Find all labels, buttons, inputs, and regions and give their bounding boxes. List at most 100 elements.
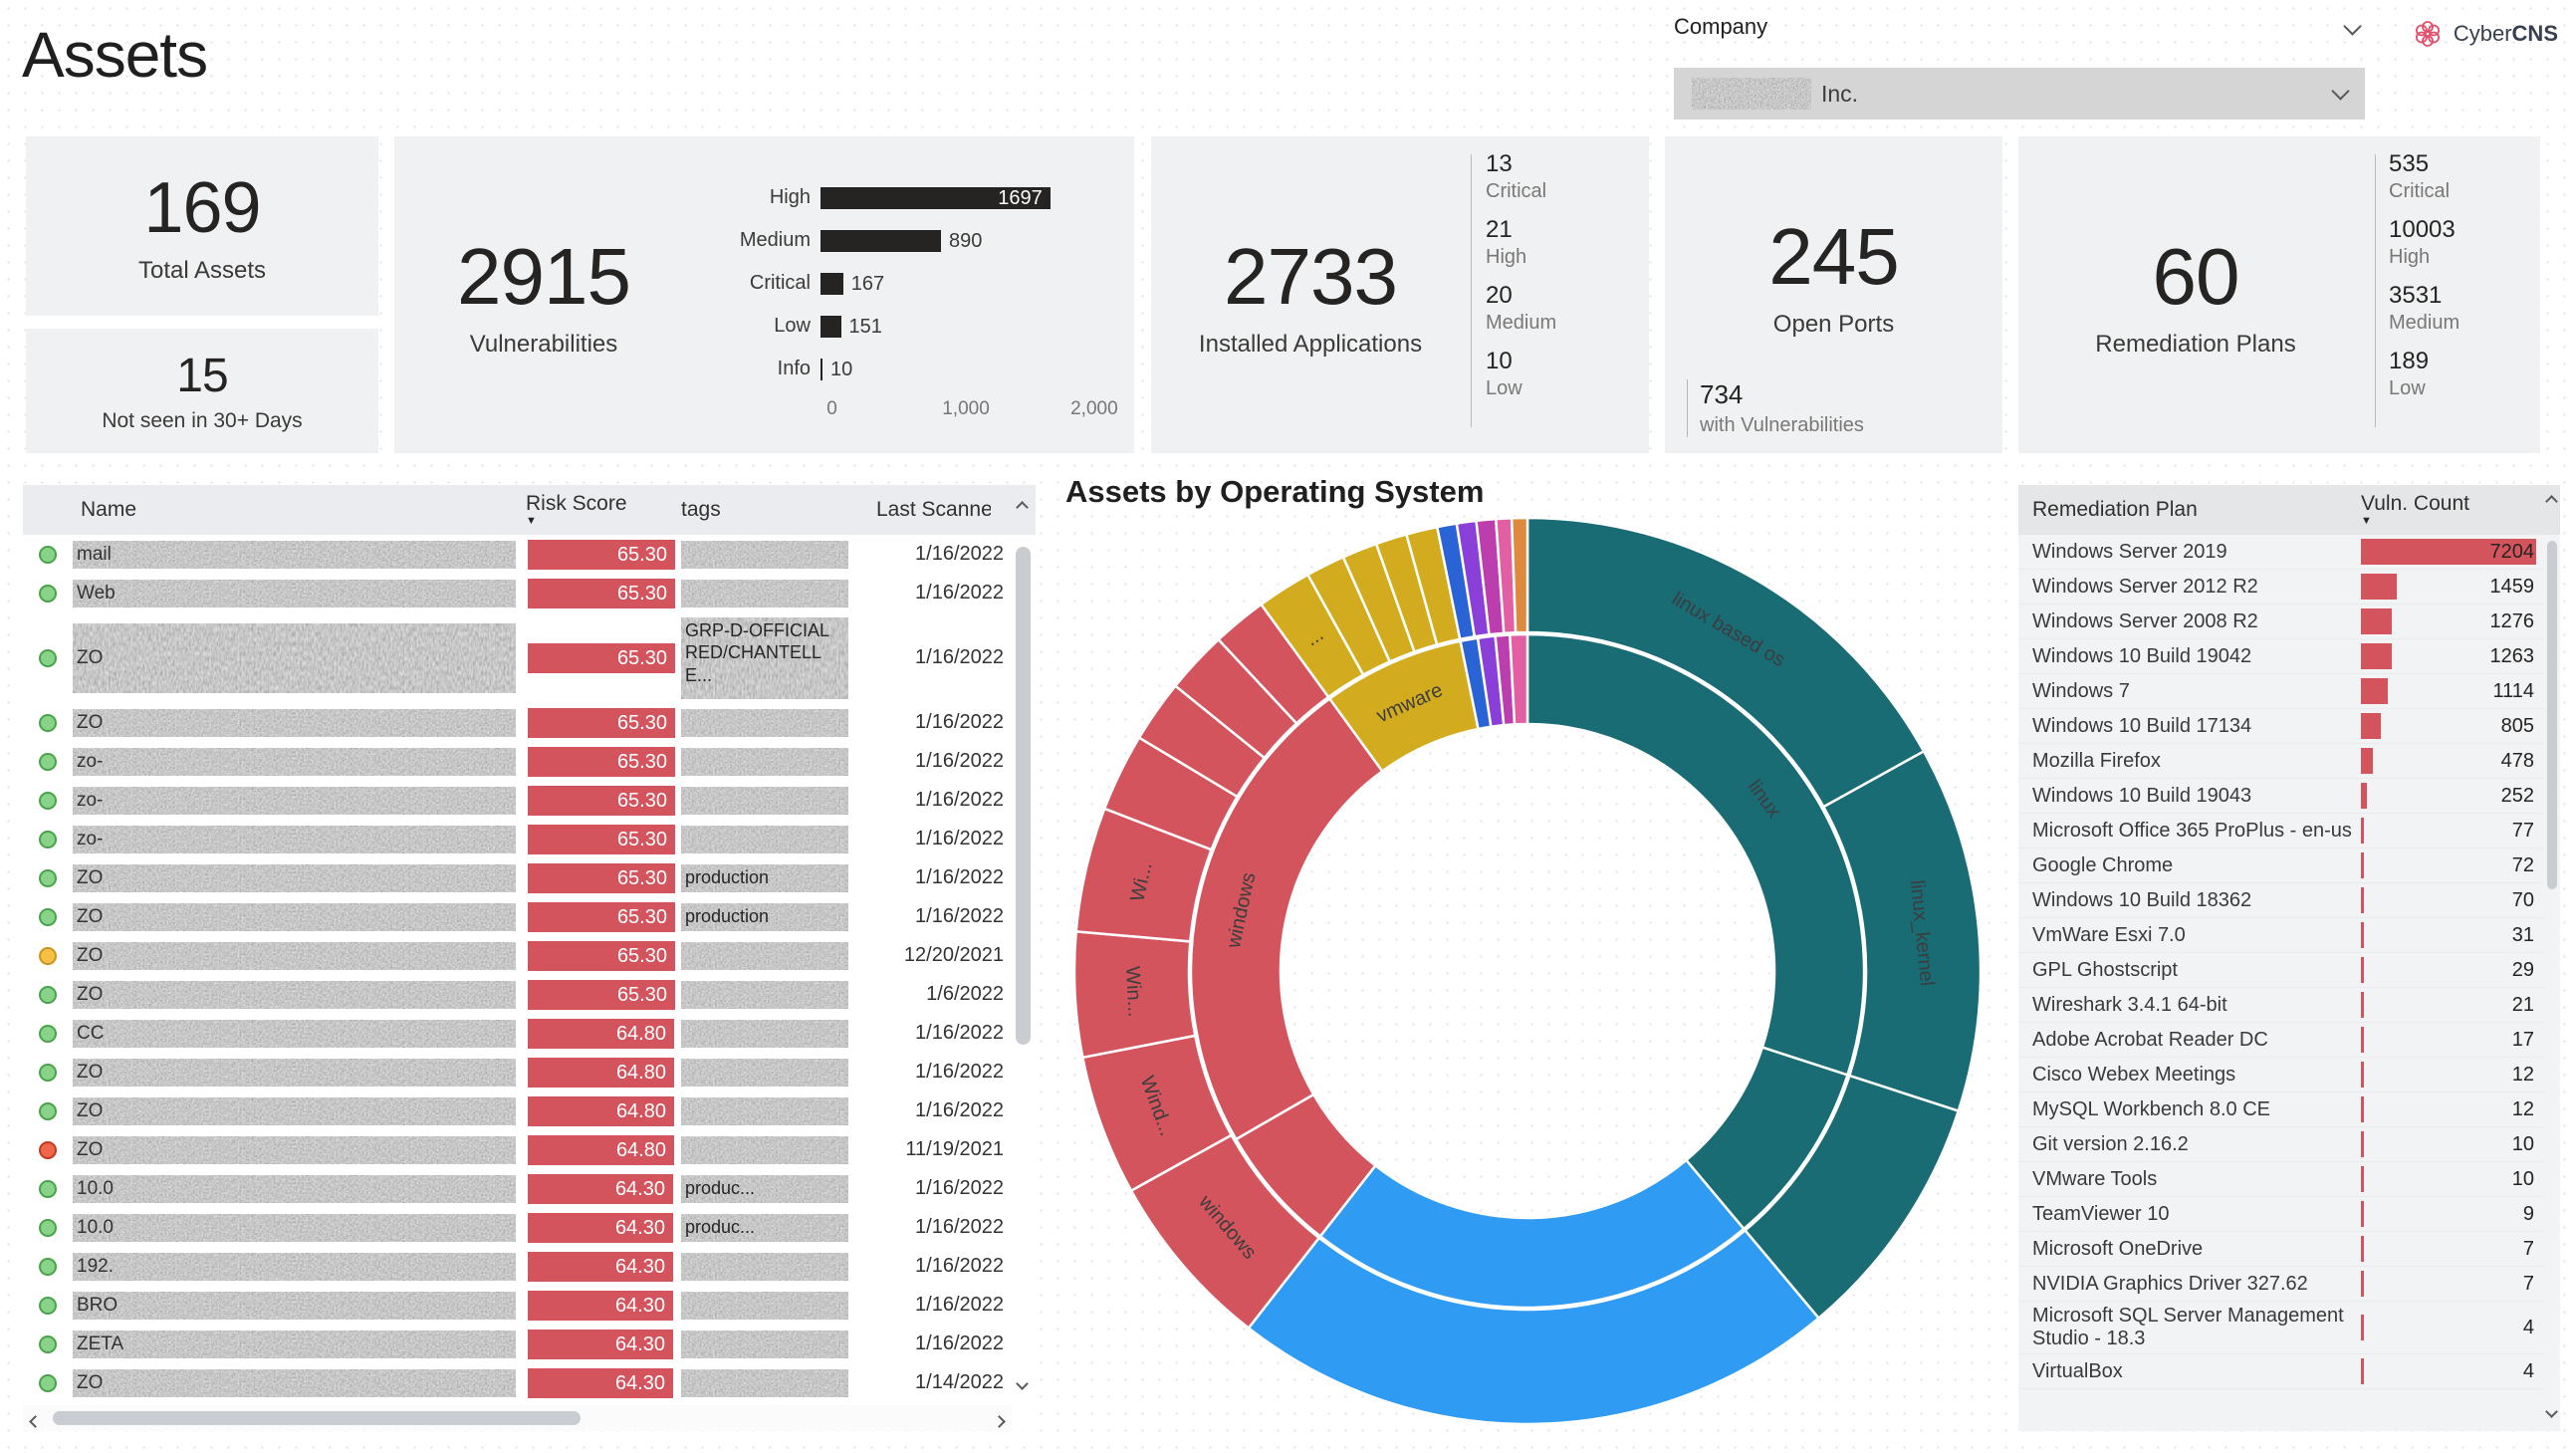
scroll-left-button[interactable] — [29, 1413, 42, 1431]
table-row[interactable]: Microsoft Office 365 ProPlus - en-us 77 — [2018, 814, 2544, 848]
vuln-count-bar — [2361, 748, 2373, 774]
risk-score-value: 65.30 — [616, 828, 667, 850]
table-row[interactable]: Windows Server 2019 7204 — [2018, 535, 2544, 570]
scroll-down-button[interactable] — [1016, 1375, 1029, 1393]
asset-tags — [681, 1019, 848, 1048]
filter-collapse-button[interactable] — [2343, 17, 2362, 38]
table-row[interactable]: zo- 65.30 1/16/2022 — [23, 742, 1012, 781]
table-row[interactable]: ZO 64.80 1/16/2022 — [23, 1053, 1012, 1091]
table-row[interactable]: Windows Server 2008 R2 1276 — [2018, 605, 2544, 639]
table-row[interactable]: ZO 65.30 1/16/2022 — [23, 703, 1012, 742]
table-row[interactable]: Mozilla Firefox 478 — [2018, 744, 2544, 779]
table-row[interactable]: ZO 65.30 GRP-D-OFFICIAL RED/CHANTELL E..… — [23, 612, 1012, 703]
table-row[interactable]: Google Chrome 72 — [2018, 848, 2544, 883]
table-row[interactable]: GPL Ghostscript 29 — [2018, 953, 2544, 988]
scroll-down-button[interactable] — [2545, 1403, 2558, 1421]
table-row[interactable]: ZETA 64.30 1/16/2022 — [23, 1325, 1012, 1363]
scrollbar-thumb[interactable] — [53, 1411, 581, 1425]
stat-value: 10003 — [2389, 216, 2456, 243]
asset-tags-text — [681, 1331, 848, 1358]
os-segment-unlabeled[interactable] — [1510, 516, 1529, 634]
table-row[interactable]: 10.0 64.30 produc... 1/16/2022 — [23, 1208, 1012, 1247]
kpi-not-seen: 15 Not seen in 30+ Days — [26, 329, 378, 453]
table-row[interactable]: ZO 65.30 1/6/2022 — [23, 975, 1012, 1014]
column-header-last-scanned[interactable]: Last Scanned — [876, 498, 991, 521]
table-row[interactable]: Web 65.30 1/16/2022 — [23, 574, 1012, 612]
table-row[interactable]: BRO 64.30 1/16/2022 — [23, 1286, 1012, 1325]
vuln-count-bar — [2361, 574, 2397, 600]
table-row[interactable]: ZO 64.30 1/14/2022 — [23, 1363, 1012, 1402]
vuln-bar[interactable] — [820, 186, 1051, 209]
scrollbar-thumb[interactable] — [1016, 547, 1031, 1045]
column-header-vuln-count[interactable]: Vuln. Count ▼ — [2361, 492, 2552, 528]
remediation-plan-name: Windows 7 — [2032, 679, 2130, 702]
scrollbar-thumb[interactable] — [2547, 541, 2557, 889]
company-dropdown[interactable]: Inc. — [1674, 68, 2365, 120]
asset-name: ZO — [73, 622, 516, 693]
vuln-count-cell: 1276 — [2361, 607, 2536, 635]
table-row[interactable]: Windows 10 Build 19043 252 — [2018, 779, 2544, 814]
table-row[interactable]: Git version 2.16.2 10 — [2018, 1127, 2544, 1162]
dropdown-chevron[interactable] — [2331, 82, 2350, 103]
table-row[interactable]: Adobe Acrobat Reader DC 17 — [2018, 1023, 2544, 1058]
table-row[interactable]: ZO 64.80 1/16/2022 — [23, 1091, 1012, 1130]
redacted-tags — [681, 980, 848, 1009]
table-row[interactable]: Cisco Webex Meetings 12 — [2018, 1058, 2544, 1092]
vuln-count-value: 72 — [2511, 854, 2534, 876]
vuln-bar-plot: 151 — [820, 315, 1091, 338]
vuln-bar[interactable] — [820, 272, 843, 295]
chart-title: Assets by Operating System — [1065, 474, 1485, 509]
table-row[interactable]: Wireshark 3.4.1 64-bit 21 — [2018, 988, 2544, 1023]
table-row[interactable]: ZO 65.30 12/20/2021 — [23, 936, 1012, 975]
scroll-up-button[interactable] — [1016, 499, 1029, 517]
table-row[interactable]: ZO 64.80 11/19/2021 — [23, 1130, 1012, 1169]
table-row[interactable]: CC 64.80 1/16/2022 — [23, 1014, 1012, 1053]
table-row[interactable]: VmWare Esxi 7.0 31 — [2018, 918, 2544, 953]
os-segment-windows[interactable] — [1189, 696, 1384, 1141]
scroll-right-button[interactable] — [993, 1413, 1006, 1431]
column-header-risk-score[interactable]: Risk Score ▼ — [526, 492, 677, 528]
column-header-remediation-plan[interactable]: Remediation Plan — [2032, 498, 2198, 521]
asset-tags — [681, 941, 848, 970]
table-row[interactable]: NVIDIA Graphics Driver 327.62 7 — [2018, 1267, 2544, 1302]
vuln-bar[interactable] — [820, 315, 841, 338]
remediation-plan-name: Microsoft Office 365 ProPlus - en-us — [2032, 819, 2352, 842]
table-row[interactable]: Windows 7 1114 — [2018, 674, 2544, 709]
table-row[interactable]: Microsoft OneDrive 7 — [2018, 1232, 2544, 1267]
table-row[interactable]: Microsoft SQL Server Management Studio -… — [2018, 1302, 2544, 1354]
vuln-count-value: 70 — [2511, 889, 2534, 911]
table-row[interactable]: zo- 65.30 1/16/2022 — [23, 820, 1012, 858]
vuln-count-value: 12 — [2511, 1064, 2534, 1086]
table-row[interactable]: Windows Server 2012 R2 1459 — [2018, 570, 2544, 605]
column-header-name[interactable]: Name — [81, 498, 137, 521]
table-row[interactable]: TeamViewer 10 9 — [2018, 1197, 2544, 1232]
table-row[interactable]: Windows 10 Build 18362 70 — [2018, 883, 2544, 918]
column-header-tags[interactable]: tags — [681, 498, 721, 521]
asset-name-text: mail — [77, 543, 112, 565]
table-row[interactable]: Windows 10 Build 17134 805 — [2018, 709, 2544, 744]
table-row[interactable]: MySQL Workbench 8.0 CE 12 — [2018, 1092, 2544, 1127]
vuln-count-value: 9 — [2522, 1203, 2534, 1225]
os-segment-unlabeled[interactable] — [1508, 632, 1529, 726]
table-row[interactable]: VMware Tools 10 — [2018, 1162, 2544, 1197]
vuln-bar[interactable] — [820, 229, 942, 252]
os-segment-linux[interactable] — [1525, 632, 1866, 1078]
os-segment-unlabeled[interactable] — [1318, 1158, 1747, 1310]
table-row[interactable]: zo- 65.30 1/16/2022 — [23, 781, 1012, 820]
last-scanned: 1/16/2022 — [915, 1332, 1004, 1354]
vuln-count-value: 29 — [2511, 959, 2534, 981]
stat-label: Low — [1486, 377, 1522, 399]
remediation-plan-name: Windows 10 Build 17134 — [2032, 714, 2252, 737]
table-row[interactable]: ZO 65.30 production 1/16/2022 — [23, 897, 1012, 936]
table-row[interactable]: ZO 65.30 production 1/16/2022 — [23, 858, 1012, 897]
vuln-count-cell: 7204 — [2361, 538, 2536, 566]
table-row[interactable]: 192. 64.30 1/16/2022 — [23, 1247, 1012, 1286]
table-row[interactable]: 10.0 64.30 produc... 1/16/2022 — [23, 1169, 1012, 1208]
chevron-down-icon — [2545, 1405, 2558, 1418]
table-row[interactable]: Windows 10 Build 19042 1263 — [2018, 639, 2544, 674]
table-row[interactable]: mail 65.30 1/16/2022 — [23, 535, 1012, 574]
vuln-count-value: 10 — [2511, 1168, 2534, 1190]
scroll-up-button[interactable] — [2545, 493, 2558, 511]
vuln-bar[interactable] — [820, 358, 822, 380]
table-row[interactable]: VirtualBox 4 — [2018, 1354, 2544, 1389]
